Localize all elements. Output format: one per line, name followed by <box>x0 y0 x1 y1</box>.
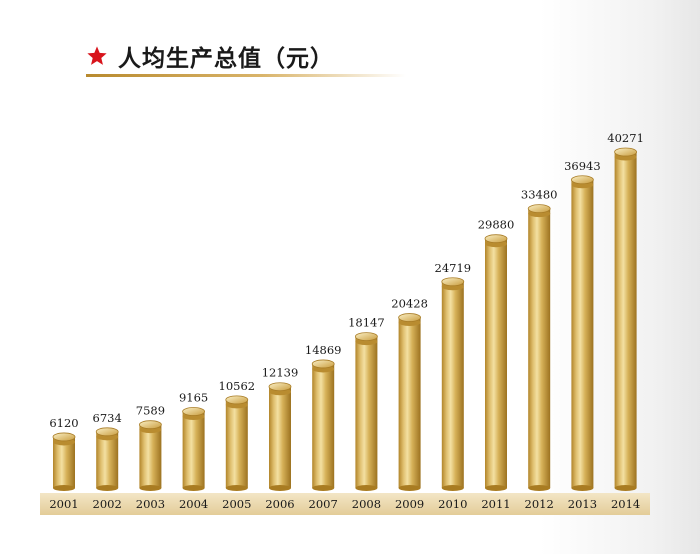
year-label-2006: 2006 <box>265 497 294 511</box>
bar-base-2005 <box>225 485 248 491</box>
page-title: 人均生产总值（元） <box>118 46 334 72</box>
bar-2014 <box>614 152 637 488</box>
value-label-2002: 6734 <box>93 411 122 425</box>
year-label-2011: 2011 <box>481 497 510 511</box>
year-label-2012: 2012 <box>525 497 554 511</box>
year-label-2007: 2007 <box>309 497 338 511</box>
bar-2010 <box>441 281 464 488</box>
bar-base-2014 <box>614 485 637 491</box>
bar-base-2002 <box>96 485 119 491</box>
value-label-2009: 20428 <box>391 297 428 311</box>
bar-cap-2004 <box>182 407 206 416</box>
year-label-2013: 2013 <box>568 497 597 511</box>
year-label-2004: 2004 <box>179 497 208 511</box>
year-label-2010: 2010 <box>438 497 467 511</box>
value-label-2014: 40271 <box>607 131 644 145</box>
bar-2013 <box>571 179 594 488</box>
year-label-2008: 2008 <box>352 497 381 511</box>
bar-2007 <box>312 363 335 488</box>
bar-2006 <box>269 386 291 488</box>
value-label-2006: 12139 <box>262 366 299 380</box>
bar-cap-2010 <box>441 277 465 287</box>
bar-base-2001 <box>53 485 75 491</box>
year-label-2003: 2003 <box>136 497 165 511</box>
bar-2004 <box>182 411 205 488</box>
bar-base-2006 <box>269 485 291 491</box>
value-labels: 6120 6734 7589 9165 10562 12139 14869 18147 2042… <box>49 131 644 430</box>
bar-base-2012 <box>528 485 551 491</box>
value-label-2008: 18147 <box>348 316 385 330</box>
bar-cap-2012 <box>527 204 551 214</box>
year-label-2002: 2002 <box>93 497 122 511</box>
bar-cap-2008 <box>354 332 378 341</box>
year-labels: 2001 2002 2003 2004 2005 2006 2007 2008 2009 2010… <box>49 497 640 511</box>
star-icon <box>87 46 107 65</box>
value-label-2005: 10562 <box>219 379 256 393</box>
value-label-2012: 33480 <box>521 188 558 202</box>
bar-2008 <box>355 336 378 488</box>
bar-cap-2006 <box>268 382 292 392</box>
star-shape <box>87 46 107 65</box>
bar-cap-2009 <box>398 313 422 322</box>
bar-2012 <box>528 208 551 488</box>
value-label-2001: 6120 <box>49 416 78 430</box>
value-label-2003: 7589 <box>136 404 165 418</box>
year-label-2005: 2005 <box>222 497 251 511</box>
bar-2011 <box>485 238 507 488</box>
bar-2003 <box>139 424 162 488</box>
value-label-2007: 14869 <box>305 343 342 357</box>
year-label-2014: 2014 <box>611 497 640 511</box>
bar-base-2007 <box>312 485 335 491</box>
bar-base-2010 <box>441 485 464 491</box>
value-label-2011: 29880 <box>478 218 515 232</box>
bar-cap-2003 <box>138 420 162 430</box>
bar-base-2003 <box>139 485 162 491</box>
x-axis-strip <box>40 493 650 515</box>
bar-cap-2014 <box>614 147 637 157</box>
year-label-2009: 2009 <box>395 497 424 511</box>
bar-base-2013 <box>571 485 594 491</box>
bar-base-2009 <box>398 485 421 491</box>
value-label-2004: 9165 <box>179 391 208 405</box>
title-underline <box>86 74 406 77</box>
value-label-2010: 24719 <box>435 261 472 275</box>
bar-cap-2002 <box>95 427 119 437</box>
bar-2001 <box>53 436 75 488</box>
bar-base-2004 <box>182 485 205 491</box>
bar-cap-2011 <box>484 234 508 244</box>
bar-base-2008 <box>355 485 378 491</box>
bars <box>52 147 637 491</box>
x-axis-band <box>40 493 650 515</box>
bar-cap-2007 <box>311 359 335 369</box>
bar-base-2011 <box>485 485 507 491</box>
bar-cap-2013 <box>571 175 594 185</box>
bar-2005 <box>225 399 248 488</box>
bar-cap-2001 <box>52 432 76 442</box>
bar-2009 <box>398 317 421 488</box>
bar-2002 <box>96 431 119 488</box>
year-label-2001: 2001 <box>49 497 78 511</box>
bar-cap-2005 <box>225 395 249 405</box>
value-label-2013: 36943 <box>564 159 601 173</box>
chart-header: 人均生产总值（元） <box>86 38 334 74</box>
